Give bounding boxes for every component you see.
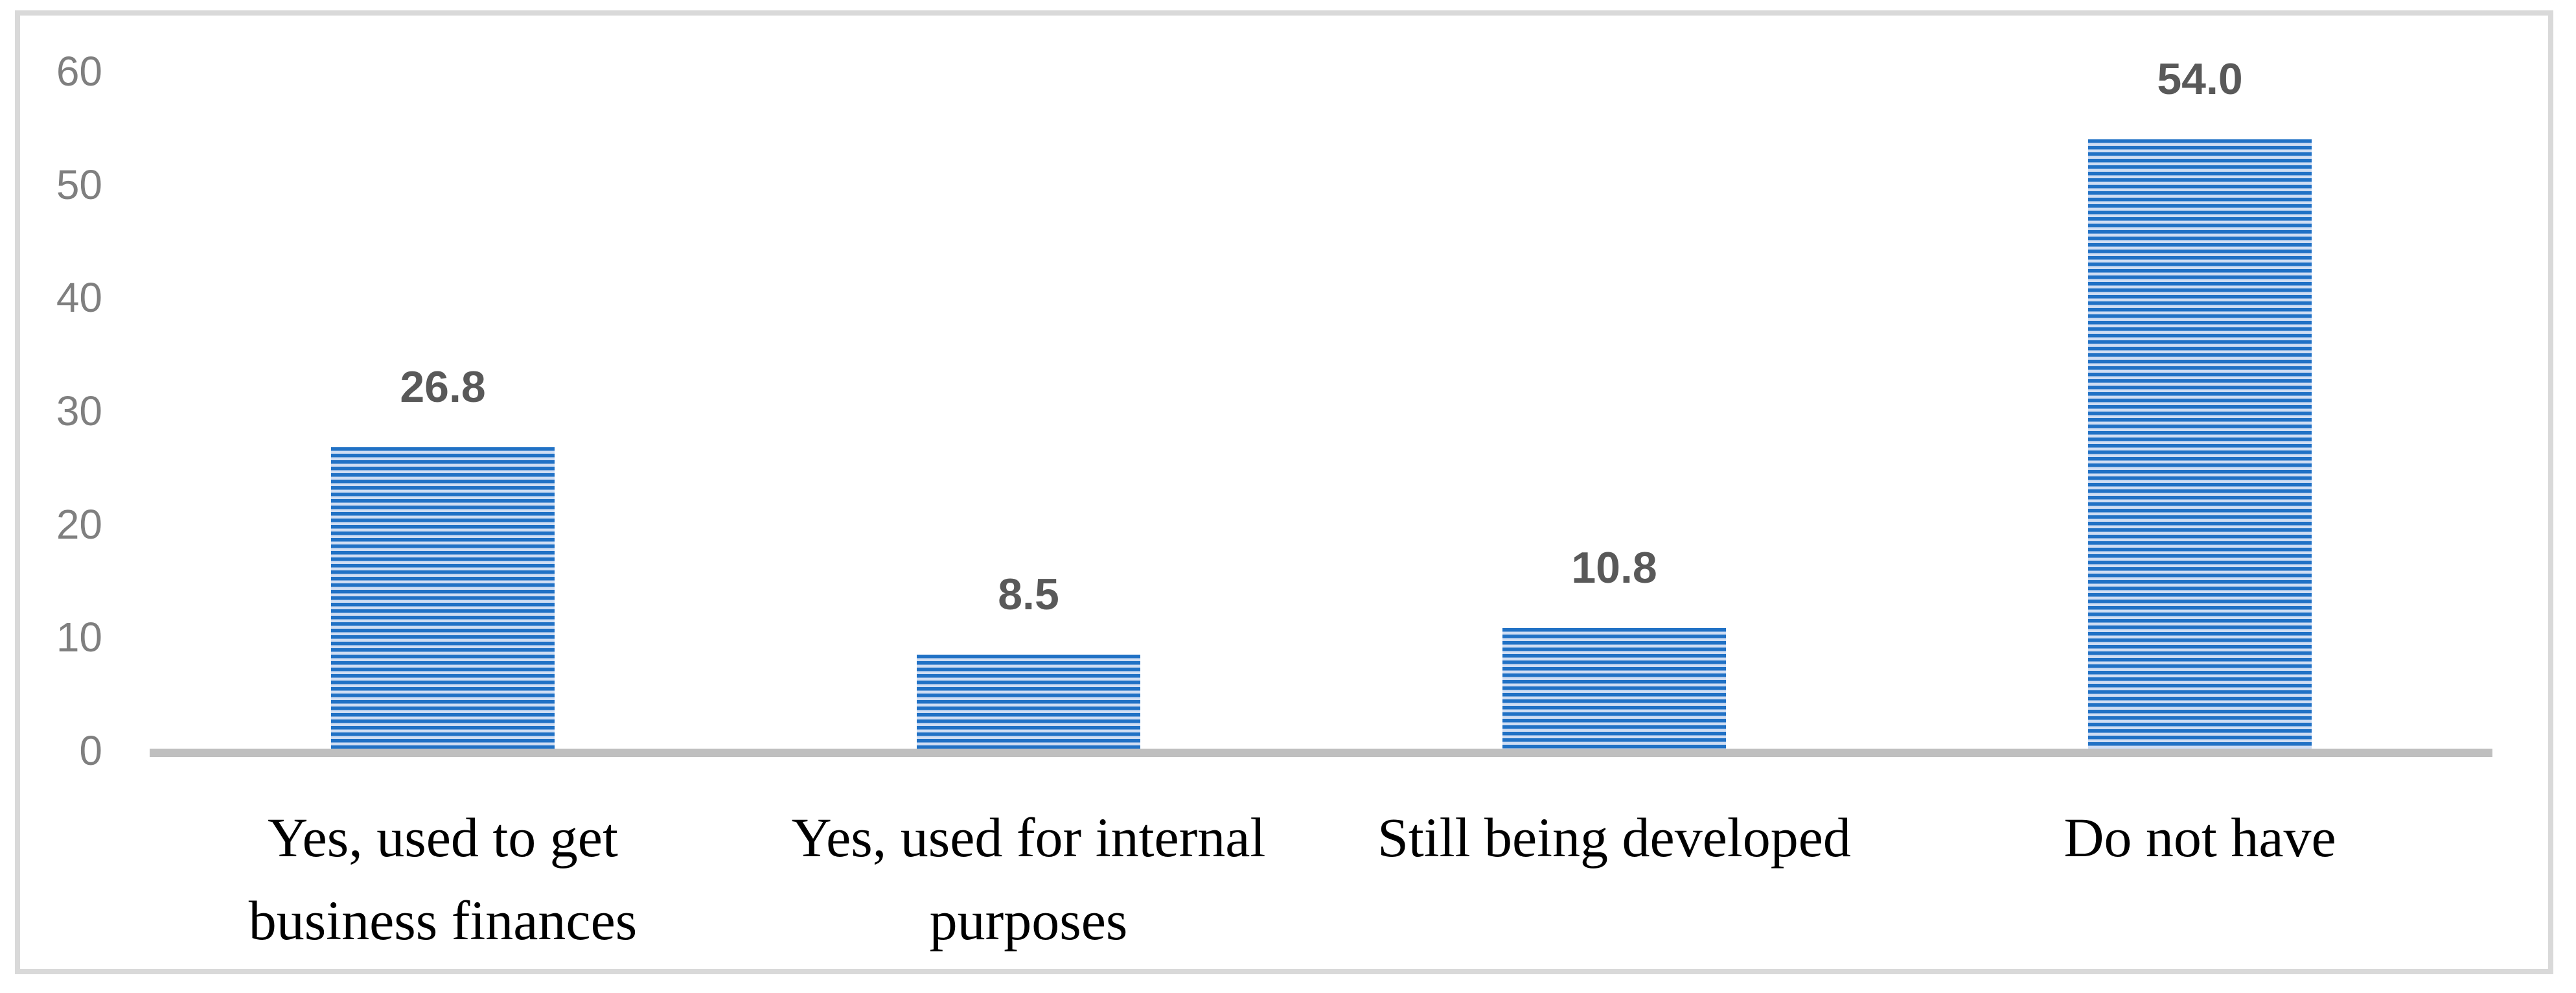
category-label-line: Yes, used for internal xyxy=(791,806,1266,869)
x-axis-line xyxy=(150,749,2492,757)
category-label-line: business finances xyxy=(248,889,638,952)
bar-yes-used-for-internal-purposes xyxy=(917,654,1140,749)
bar-value-label-do-not-have: 54.0 xyxy=(2157,54,2243,104)
bar-value-label-yes-used-for-internal-purposes: 8.5 xyxy=(998,569,1059,619)
y-axis-tick-label: 20 xyxy=(56,500,102,548)
y-axis-tick-label: 40 xyxy=(56,274,102,321)
x-axis-category-label-do-not-have: Do not have xyxy=(1907,796,2493,879)
x-axis-category-label-yes-used-to-get-business-finances: Yes, used to get business finances xyxy=(150,796,736,962)
bar-do-not-have xyxy=(2088,139,2312,749)
bar-value-label-yes-used-to-get-business-finances: 26.8 xyxy=(400,362,486,412)
x-axis-category-label-yes-used-for-internal-purposes: Yes, used for internal purposes xyxy=(736,796,1322,962)
x-axis-category-label-still-being-developed: Still being developed xyxy=(1322,796,1907,879)
y-axis-tick-label: 60 xyxy=(56,48,102,95)
category-label-line: Do not have xyxy=(2064,806,2336,869)
y-axis-tick-label: 0 xyxy=(79,727,102,774)
y-axis-tick-label: 10 xyxy=(56,614,102,661)
category-label-line: purposes xyxy=(929,889,1128,952)
category-label-line: Yes, used to get xyxy=(268,806,618,869)
bar-value-label-still-being-developed: 10.8 xyxy=(1571,543,1657,593)
category-label-line: Still being developed xyxy=(1377,806,1851,869)
y-axis-tick-label: 50 xyxy=(56,161,102,208)
bar-yes-used-to-get-business-finances xyxy=(331,447,555,749)
y-axis-tick-label: 30 xyxy=(56,388,102,434)
bar-still-being-developed xyxy=(1502,628,1726,749)
